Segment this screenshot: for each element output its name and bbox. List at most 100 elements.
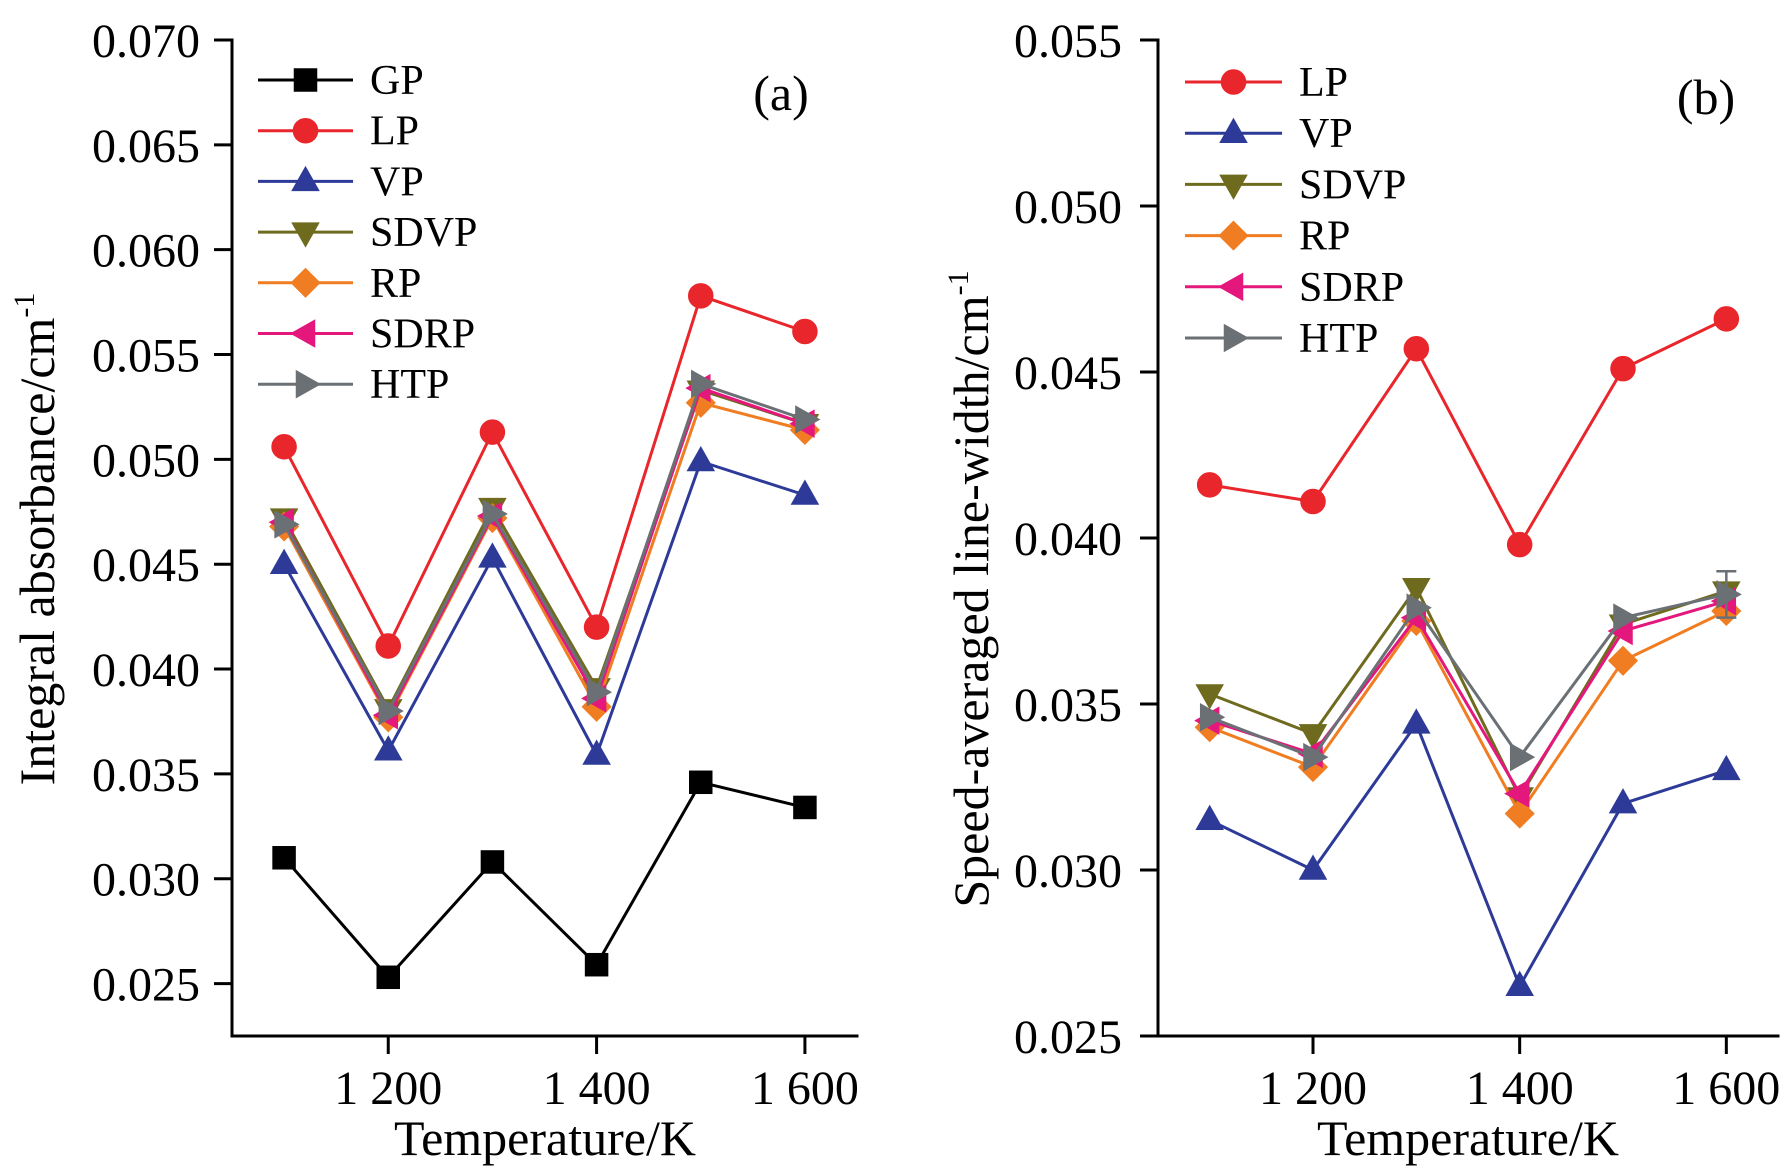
series-SDVP	[269, 380, 820, 725]
series-SDRP-line	[282, 386, 806, 717]
legend-marker	[1219, 174, 1248, 200]
panel-label-a: (a)	[753, 65, 809, 121]
x-tick-label: 1 200	[334, 1062, 442, 1115]
legend-label: SDRP	[1299, 265, 1404, 311]
x-tick-label: 1 400	[1466, 1062, 1574, 1115]
y-tick-label: 0.030	[1014, 845, 1122, 898]
panel-b: 0.055 0.050 0.045 0.040 0.035 0.030 0.025 1 200…	[942, 15, 1780, 1166]
y-tick-label: 0.025	[1014, 1011, 1122, 1064]
y-tick-label: 0.040	[1014, 513, 1122, 566]
legend-entry: SDRP	[1185, 265, 1404, 311]
series-VP-line	[282, 460, 806, 757]
y-axis-label-text-a: Integral absorbance/cm	[9, 317, 65, 785]
legend-label: RP	[370, 261, 421, 307]
legend-marker	[292, 117, 319, 144]
series-HTP	[274, 369, 821, 726]
legend-entry: RP	[1185, 214, 1350, 260]
legend-entry: VP	[258, 159, 424, 205]
legend-entry: LP	[1185, 60, 1348, 106]
series-LP-marker	[688, 283, 714, 309]
legend-label: GP	[370, 58, 424, 104]
series-HTP-marker	[691, 369, 717, 399]
series-GP-marker	[480, 850, 505, 874]
legend: LP VP SDVP RP SDRP HTP	[1185, 60, 1406, 362]
legend-marker	[1223, 323, 1250, 353]
x-axis-label-a: Temperature/K	[394, 1110, 696, 1166]
series-VP	[269, 445, 820, 765]
series-RP-marker	[1504, 798, 1535, 829]
x-tick-label: 1 600	[751, 1062, 859, 1115]
y-tick-label: 0.060	[92, 225, 200, 278]
legend-entry: LP	[258, 109, 419, 155]
series-VP-marker	[790, 479, 820, 505]
plot-area-b: 0.055 0.050 0.045 0.040 0.035 0.030 0.025 1 200…	[1014, 15, 1780, 1115]
x-axis-label-b: Temperature/K	[1317, 1110, 1619, 1166]
series-LP-marker	[1300, 488, 1326, 515]
series-LP-marker	[271, 434, 297, 460]
series-VP	[1195, 708, 1741, 996]
legend-label: RP	[1299, 214, 1350, 260]
series-SDRP	[268, 373, 815, 730]
x-tick-label: 1 600	[1672, 1062, 1780, 1115]
series-HTP-line	[1209, 592, 1727, 759]
legend-marker	[291, 222, 320, 248]
series-HTP-marker	[1716, 580, 1742, 609]
series-GP-marker	[689, 770, 713, 795]
y-axis-label-a: Integral absorbance/cm-1	[8, 293, 65, 786]
legend-marker	[290, 267, 321, 298]
series-HTP-marker	[586, 677, 613, 707]
series-VP-marker	[269, 548, 299, 574]
series-SDVP-line	[1209, 586, 1727, 799]
series-SDRP-line	[1209, 599, 1727, 796]
legend-label: VP	[370, 159, 424, 205]
y-axis-label-superscript-a: -1	[8, 293, 41, 318]
series-LP-marker	[1403, 336, 1430, 362]
legend-entry: SDVP	[1185, 162, 1406, 208]
legend-label: SDVP	[370, 210, 477, 256]
legend-marker	[293, 68, 318, 92]
series-SDVP-line	[282, 388, 806, 711]
series-VP-marker	[374, 735, 403, 761]
series-LP-line	[282, 294, 806, 648]
series-SDVP-marker	[1195, 684, 1224, 710]
series-LP-marker	[479, 419, 506, 445]
series-LP-marker	[1713, 306, 1740, 332]
series-HTP	[1199, 569, 1742, 772]
y-tick-label: 0.035	[1014, 679, 1122, 732]
legend-label: LP	[370, 109, 419, 155]
series-VP-marker	[1298, 854, 1328, 880]
y-tick-label: 0.040	[92, 644, 200, 697]
series-SDVP	[1195, 578, 1741, 813]
series-VP-marker	[686, 445, 716, 472]
series-LP-line	[1209, 317, 1727, 547]
series-SDVP-marker	[1298, 724, 1328, 750]
legend-marker	[1219, 117, 1248, 143]
series-HTP-marker	[1406, 593, 1432, 622]
y-tick-label: 0.025	[92, 959, 200, 1012]
series-VP-line	[1209, 722, 1727, 988]
legend-marker	[1218, 220, 1249, 251]
y-tick-label: 0.050	[1014, 181, 1122, 234]
panel-a: 0.070 0.065 0.060 0.055 0.050 0.045 0.040 0.035…	[8, 15, 859, 1166]
legend-label: SDVP	[1299, 162, 1406, 208]
series-HTP-marker	[482, 499, 508, 529]
series-RP-line	[1209, 609, 1727, 816]
series-VP-marker	[1402, 708, 1431, 734]
series-GP-line	[282, 780, 806, 979]
series-RP-marker	[1607, 645, 1639, 676]
legend-entry: HTP	[258, 362, 449, 408]
series-HTP-marker	[795, 405, 821, 434]
y-tick-label: 0.045	[92, 539, 200, 592]
y-tick-label: 0.065	[92, 120, 200, 173]
legend-label: SDRP	[370, 312, 475, 358]
y-tick-label: 0.050	[92, 434, 200, 487]
y-tick-label: 0.055	[92, 330, 200, 383]
series-LP-marker	[1506, 531, 1533, 558]
y-tick-label: 0.055	[1014, 15, 1122, 68]
legend-marker	[1220, 69, 1247, 95]
y-tick-label: 0.035	[92, 749, 200, 802]
legend-entry: HTP	[1185, 316, 1378, 362]
y-tick-label: 0.045	[1014, 347, 1122, 400]
